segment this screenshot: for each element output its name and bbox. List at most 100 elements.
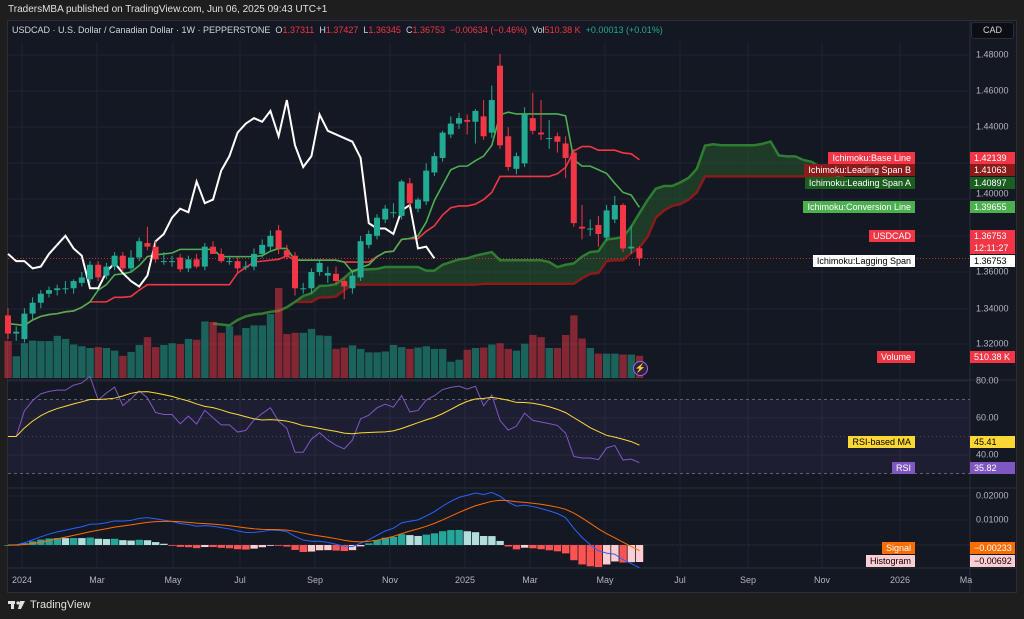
macd-histogram-bar (258, 545, 266, 548)
macd-histogram-bar (340, 545, 348, 552)
candle-body (87, 264, 93, 280)
currency-button[interactable]: CAD (971, 22, 1014, 39)
candle-body (78, 277, 85, 283)
candle-body (234, 261, 241, 269)
label-value: 1.42139 (970, 152, 1015, 164)
macd-histogram-bar (184, 545, 193, 548)
signal-line (7, 499, 640, 552)
candle-body (210, 246, 216, 254)
high-value: 1.37427 (325, 25, 359, 35)
volume-value: 510.38 K (544, 25, 581, 35)
tradingview-footer[interactable]: TradingView (8, 599, 91, 611)
ichimoku-cloud-segment (647, 188, 656, 237)
volume-bar (504, 348, 512, 378)
candle-body (406, 183, 413, 204)
volume-bar (603, 353, 611, 378)
candle-body (160, 261, 167, 263)
chart-frame[interactable] (7, 20, 1017, 593)
time-axis-label: Ma (959, 575, 973, 585)
time-axis-label: Sep (739, 575, 757, 585)
macd-histogram-bar (455, 529, 463, 545)
volume-bar (217, 332, 225, 378)
publish-info: TradersMBA published on TradingView.com,… (8, 4, 328, 15)
ichimoku-cloud-segment (319, 285, 328, 298)
label-name: Ichimoku:Leading Span A (804, 177, 915, 189)
ichimoku-cloud-segment (393, 267, 402, 285)
candle-body (521, 114, 528, 164)
candle-body (382, 208, 389, 220)
ichimoku-cloud-segment (778, 155, 787, 177)
volume-bar (37, 341, 45, 378)
volume-bar (78, 346, 86, 378)
price-axis-tick: 1.34000 (976, 303, 1009, 314)
candle-body (292, 255, 298, 289)
volume-bar (201, 321, 209, 378)
volume-bar (53, 335, 61, 378)
label-name: Ichimoku:Lagging Span (812, 255, 915, 267)
candle-body (259, 244, 266, 254)
candle-body (398, 181, 405, 216)
ichimoku-cloud-segment (746, 145, 755, 177)
macd-histogram-bar (619, 545, 627, 563)
volume-bar (414, 347, 422, 378)
label-name: Ichimoku:Conversion Line (803, 201, 915, 213)
label-name: RSI-based MA (848, 436, 915, 448)
volume-bar (463, 349, 471, 378)
volume-bar (488, 344, 496, 378)
brand-name: TradingView (30, 599, 91, 611)
label-name: USDCAD (868, 230, 915, 242)
symbol-legend: USDCAD · U.S. Dollar / Canadian Dollar ·… (12, 25, 663, 35)
ichimoku-cloud-segment (483, 252, 492, 284)
label-name: Ichimoku:Leading Span B (804, 164, 915, 176)
ichimoku-cloud-segment (467, 255, 476, 285)
macd-histogram-bar (586, 545, 594, 567)
macd-histogram-bar (512, 545, 521, 550)
candle-body (275, 230, 282, 249)
volume-bar (283, 334, 291, 378)
volume-bar (316, 335, 324, 378)
candle-body (415, 199, 421, 209)
candle-body (144, 243, 151, 247)
price-axis-tick: 1.36000 (976, 266, 1009, 277)
macd-histogram-bar (537, 545, 545, 550)
volume-bar (61, 338, 70, 378)
label-value: −0.00233 (970, 542, 1015, 554)
volume-bar (160, 344, 168, 378)
volume-bar (373, 352, 381, 378)
symbol-description[interactable]: USDCAD · U.S. Dollar / Canadian Dollar ·… (12, 25, 271, 35)
volume-bar (430, 348, 439, 378)
candle-body (37, 293, 44, 303)
macd-histogram-bar (635, 545, 644, 563)
time-axis-label: Jul (234, 575, 246, 585)
lightning-icon[interactable]: ⚡ (633, 361, 648, 376)
candle-body (226, 261, 233, 263)
candle-body (62, 288, 69, 290)
volume-bar (594, 353, 603, 378)
macd-histogram-bar (250, 545, 258, 549)
volume-bar (422, 346, 430, 378)
macd-histogram-bar (266, 545, 275, 546)
macd-histogram-bar (242, 545, 250, 550)
label-value: 45.41 (970, 436, 1015, 448)
ichimoku-cloud-segment (787, 156, 796, 177)
label-name: RSI (891, 462, 915, 474)
macd-histogram-bar (430, 533, 439, 545)
time-axis-label: 2025 (454, 575, 476, 585)
volume-bar (234, 335, 242, 378)
candle-body (447, 123, 454, 135)
volume-bar (406, 348, 414, 378)
ichimoku-cloud-segment (377, 267, 386, 285)
macd-histogram-bar (102, 539, 111, 545)
volume-bar (521, 343, 529, 378)
label-value: 510.38 K (970, 351, 1015, 363)
ichimoku-cloud-segment (672, 182, 681, 206)
time-axis-label: 2024 (11, 575, 33, 585)
volume-bar (586, 348, 594, 378)
time-axis-label: May (164, 575, 182, 585)
volume-bar (258, 325, 266, 378)
candle-body (111, 255, 118, 267)
ichimoku-cloud-segment (459, 258, 468, 285)
volume-bar (545, 348, 553, 378)
macd-histogram-bar (299, 545, 307, 552)
